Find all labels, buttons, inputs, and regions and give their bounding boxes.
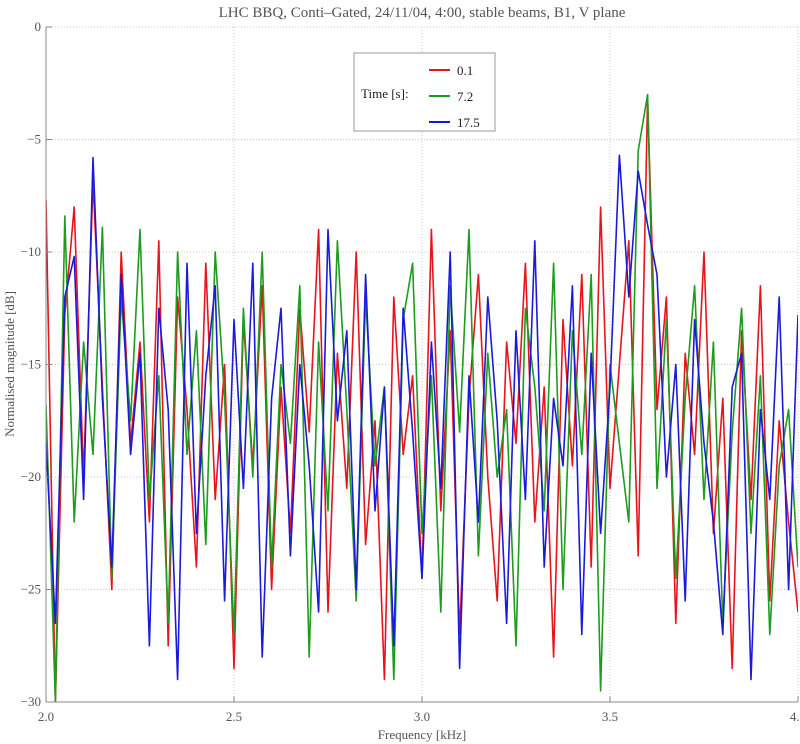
y-tick-label: −5 [27,132,41,147]
y-tick-label: −15 [21,357,41,372]
legend-label-0.1: 0.1 [457,63,473,78]
legend-label-17.5: 17.5 [457,115,480,130]
y-tick-label: −30 [21,694,41,709]
y-tick-label: −25 [21,582,41,597]
series-line-17.5 [46,154,798,681]
x-tick-label: 2.5 [226,709,242,724]
y-tick-label: −20 [21,469,41,484]
legend-title: Time [s]: [361,86,409,101]
x-ticks: 2.0 2.5 3.0 3.5 4.0 [38,696,800,724]
y-ticks: 0 −5 −10 −15 −20 −25 −30 [21,19,52,709]
x-tick-label: 3.5 [602,709,618,724]
legend-label-7.2: 7.2 [457,89,473,104]
plot-background [46,27,798,702]
chart-title: LHC BBQ, Conti–Gated, 24/11/04, 4:00, st… [219,5,626,21]
x-axis-label: Frequency [kHz] [378,727,466,742]
x-tick-label: 2.0 [38,709,54,724]
y-tick-label: −10 [21,244,41,259]
legend-entries: 0.1 7.2 17.5 [429,63,480,130]
y-axis-label: Normalised magnitude [dB] [2,291,17,437]
x-tick-label: 3.0 [414,709,430,724]
legend-box [353,52,496,132]
y-tick-label: 0 [35,19,42,34]
series-lines [46,93,798,702]
x-tick-label: 4.0 [790,709,800,724]
legend: Time [s]: 0.1 7.2 17.5 [353,52,496,132]
